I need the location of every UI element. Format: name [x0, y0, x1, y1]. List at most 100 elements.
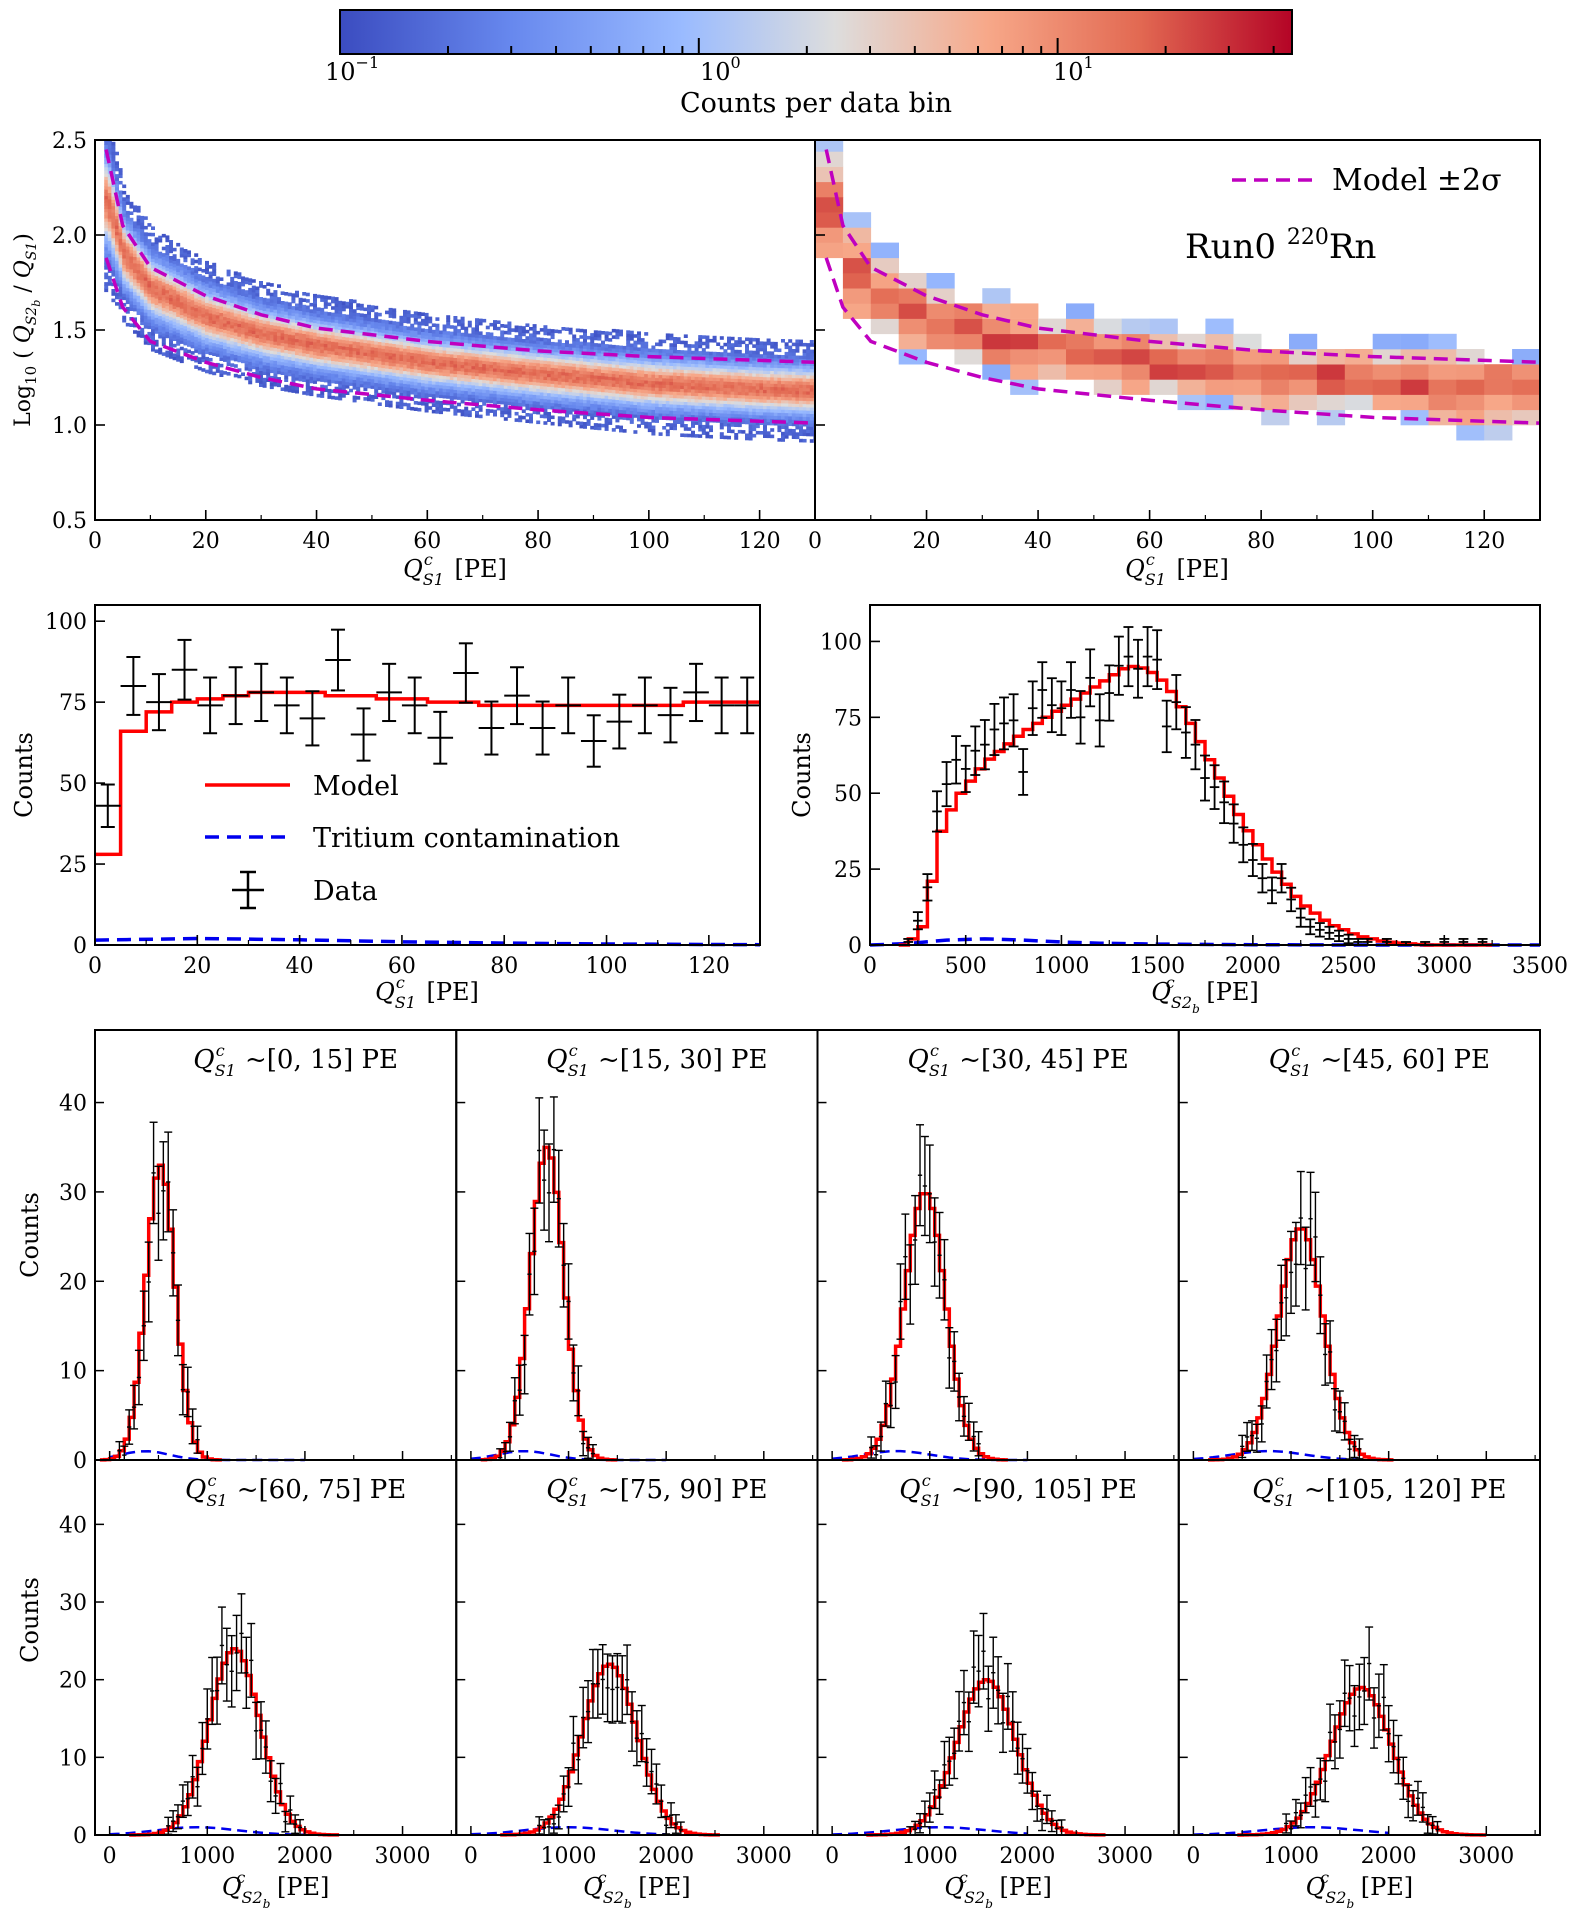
heat-cell [608, 350, 613, 355]
heat-cell [183, 268, 188, 272]
heat-cell [331, 335, 335, 339]
heat-cell [583, 354, 587, 359]
heat-cell [143, 315, 148, 320]
heat-cell [255, 292, 260, 297]
heat-cell [658, 368, 663, 372]
heat-cell [208, 322, 213, 327]
heat-cell [547, 399, 551, 403]
heat-cell [122, 219, 127, 224]
heat-cell [212, 342, 217, 347]
heat-cell [395, 360, 400, 364]
heat-cell [586, 396, 591, 401]
heat-cell [370, 318, 375, 322]
heat-cell [201, 320, 206, 324]
heat-cell [705, 364, 710, 368]
heat-cell [115, 263, 119, 268]
heat-cell [111, 241, 116, 245]
heat-cell [568, 366, 573, 370]
heat-cell [669, 359, 674, 363]
heat-cell [644, 341, 649, 346]
heat-cell [262, 320, 267, 324]
heat-cell [140, 286, 145, 290]
heat-cell [136, 244, 141, 248]
heat-cell [622, 381, 627, 385]
heat-cell [633, 391, 638, 396]
heat-cell [172, 260, 177, 265]
heat-cell [370, 356, 375, 361]
heat-cell [381, 367, 386, 372]
heat-cell [453, 396, 458, 400]
heat-cell [125, 322, 130, 327]
heat-cell [334, 345, 339, 349]
heat-cell [669, 362, 674, 366]
heat-cell [251, 285, 256, 290]
heat-cell [143, 245, 148, 249]
heat-cell [305, 321, 310, 326]
heat-cell [298, 333, 303, 337]
heat-cell [194, 317, 199, 321]
heat-cell [475, 359, 479, 364]
heat-cell [637, 337, 641, 342]
heat-cell [212, 314, 217, 318]
heat-cell [543, 338, 548, 342]
heat-cell [219, 338, 224, 342]
heat-cell [107, 179, 112, 184]
heat-cell [680, 340, 685, 345]
heat-cell [316, 365, 321, 369]
heat-cell [565, 375, 569, 379]
heat-cell [482, 398, 487, 403]
heat-cell [392, 340, 397, 344]
heat-cell [730, 375, 735, 379]
heat-cell [338, 348, 343, 353]
heat-cell [403, 316, 407, 320]
heat-cell [665, 371, 670, 376]
heat-cell [421, 334, 425, 339]
heat-cell [205, 289, 209, 294]
heat-cell [705, 434, 710, 439]
heat-cell [327, 388, 332, 393]
heat-cell [485, 338, 490, 343]
heat-cell [705, 415, 710, 420]
heat-cell [644, 386, 649, 391]
heat-cell [341, 381, 346, 385]
heat-cell [568, 401, 573, 405]
heat-cell [237, 339, 242, 344]
heat-cell [187, 320, 191, 325]
heat-cell [637, 414, 641, 419]
heat-cell [122, 277, 127, 281]
heat-cell [176, 265, 181, 269]
heat-cell [651, 387, 656, 391]
heat-cell [500, 365, 505, 370]
heat-cell [241, 372, 245, 376]
heat-cell [604, 331, 609, 335]
heat-cell [359, 345, 364, 349]
heat-cell [151, 261, 155, 266]
heat-cell [727, 387, 731, 392]
heat-cell [669, 381, 674, 386]
heat-cell [583, 361, 587, 365]
heat-cell [140, 222, 145, 226]
heat-cell [230, 289, 235, 294]
heat-cell [345, 340, 350, 344]
heat-cell [140, 295, 145, 300]
heat-cell [251, 314, 256, 318]
heat-cell [399, 351, 404, 355]
heat-cell [561, 403, 566, 408]
heat-cell [143, 232, 148, 236]
heat-cell [439, 359, 443, 363]
heat-cell [201, 326, 206, 331]
heat-cell [309, 363, 314, 368]
heat-cell [691, 360, 695, 364]
heat-cell [147, 267, 152, 272]
heat-cell [129, 243, 134, 247]
heat-cell [467, 381, 472, 386]
heat-cell [637, 382, 641, 387]
heat-cell [424, 364, 429, 368]
heat-cell [205, 286, 209, 291]
heat-cell [701, 402, 706, 407]
heat-cell [424, 319, 429, 323]
heat-cell [554, 387, 559, 391]
heat-cell [230, 276, 235, 281]
heat-cell [691, 392, 695, 396]
heat-cell [248, 323, 253, 327]
